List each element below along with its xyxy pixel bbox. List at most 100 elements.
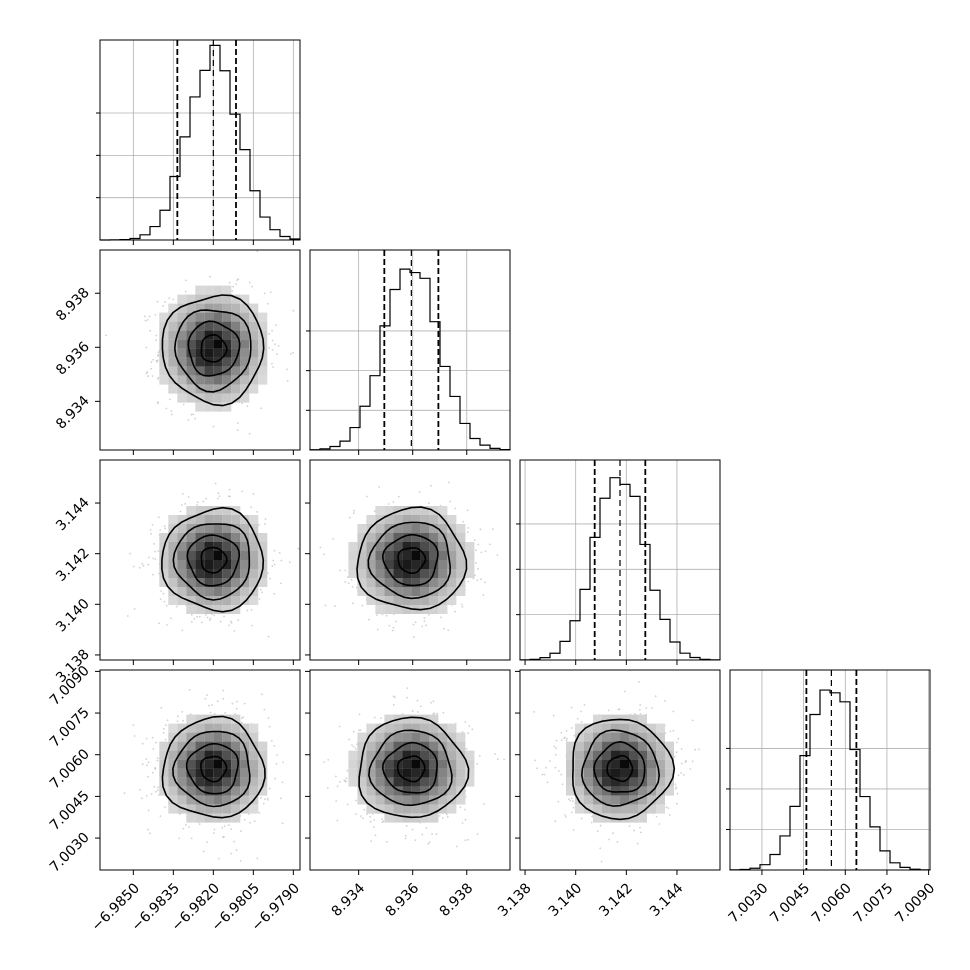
density-cell bbox=[177, 339, 187, 349]
sample-point bbox=[209, 617, 212, 620]
sample-point bbox=[202, 500, 205, 503]
sample-point bbox=[496, 758, 499, 761]
sample-point bbox=[192, 413, 195, 416]
sample-point bbox=[352, 745, 355, 748]
density-cell bbox=[438, 551, 448, 560]
density-cell bbox=[222, 506, 232, 515]
sample-point bbox=[345, 777, 348, 780]
density-cell bbox=[159, 750, 169, 760]
density-cell bbox=[195, 804, 205, 814]
density-cell bbox=[258, 741, 268, 751]
density-cell bbox=[177, 777, 187, 787]
density-cell bbox=[231, 578, 241, 587]
sample-point bbox=[180, 504, 183, 506]
sample-point bbox=[250, 609, 253, 611]
sample-point bbox=[465, 748, 468, 750]
density-cell bbox=[402, 515, 412, 524]
sample-point bbox=[230, 852, 233, 855]
sample-point bbox=[484, 581, 486, 584]
density-cell bbox=[204, 786, 214, 796]
density-cell bbox=[375, 524, 385, 533]
density-cell bbox=[231, 312, 241, 322]
density-cell bbox=[429, 596, 439, 605]
sample-point bbox=[144, 319, 147, 322]
density-cell bbox=[393, 587, 403, 596]
density-cell bbox=[213, 402, 223, 412]
density-cell bbox=[231, 741, 241, 751]
density-cell bbox=[249, 560, 259, 569]
sample-point bbox=[217, 857, 220, 860]
sample-point bbox=[336, 819, 339, 822]
density-cell bbox=[240, 357, 250, 367]
density-cell bbox=[411, 560, 421, 569]
density-cell bbox=[177, 303, 187, 313]
sample-point bbox=[472, 577, 475, 580]
sample-point bbox=[267, 635, 270, 638]
density-cell bbox=[222, 402, 232, 412]
density-cell bbox=[402, 596, 412, 605]
density-cell bbox=[213, 312, 223, 322]
sample-point bbox=[391, 629, 394, 632]
density-cell bbox=[447, 533, 457, 542]
density-cell bbox=[159, 366, 169, 376]
sample-point bbox=[152, 573, 154, 576]
sample-point bbox=[268, 725, 271, 728]
density-cell bbox=[186, 348, 196, 358]
sample-point bbox=[319, 546, 322, 549]
density-cell bbox=[231, 732, 241, 742]
density-cell bbox=[177, 596, 187, 605]
sample-point bbox=[489, 543, 491, 546]
density-cell bbox=[213, 578, 223, 587]
sample-point bbox=[438, 815, 441, 817]
sample-point bbox=[273, 592, 276, 595]
density-cell bbox=[384, 578, 394, 587]
density-cell bbox=[204, 768, 214, 778]
density-cell bbox=[177, 384, 187, 394]
sample-point bbox=[154, 550, 157, 553]
sample-point bbox=[208, 619, 211, 622]
density-cell bbox=[249, 366, 259, 376]
density-cell bbox=[222, 768, 232, 778]
sample-point bbox=[392, 501, 395, 503]
sample-point bbox=[336, 785, 339, 788]
density-cell bbox=[168, 578, 178, 587]
density-cell bbox=[231, 294, 241, 304]
sample-point bbox=[227, 824, 230, 827]
density-cell bbox=[420, 587, 430, 596]
density-cell bbox=[159, 560, 169, 569]
density-cell bbox=[204, 393, 214, 403]
sample-point bbox=[172, 298, 175, 301]
density-cell bbox=[177, 393, 187, 403]
density-cell bbox=[258, 533, 268, 542]
sample-point bbox=[153, 785, 156, 788]
density-cell bbox=[168, 750, 178, 760]
density-cell bbox=[213, 542, 223, 551]
sample-point bbox=[206, 694, 208, 696]
sample-point bbox=[256, 857, 259, 860]
density-cell bbox=[195, 339, 205, 349]
density-cell bbox=[213, 732, 223, 742]
sample-point bbox=[243, 702, 246, 705]
sample-point bbox=[141, 742, 144, 745]
sample-point bbox=[164, 724, 167, 726]
sample-point bbox=[479, 528, 482, 531]
density-cell bbox=[177, 795, 187, 805]
density-cell bbox=[231, 804, 241, 814]
sample-point bbox=[406, 696, 408, 699]
sample-point bbox=[182, 403, 185, 406]
density-cell bbox=[159, 339, 169, 349]
density-cell bbox=[249, 357, 259, 367]
sample-point bbox=[345, 780, 347, 782]
density-cell bbox=[204, 741, 214, 751]
sample-point bbox=[351, 744, 353, 746]
density-cell bbox=[375, 506, 385, 515]
sample-point bbox=[152, 748, 155, 750]
sample-point bbox=[427, 502, 430, 505]
density-cell bbox=[222, 339, 232, 349]
sample-point bbox=[503, 758, 505, 761]
sample-point bbox=[430, 701, 432, 704]
density-cell bbox=[240, 339, 250, 349]
density-cell bbox=[213, 294, 223, 304]
density-cell bbox=[393, 560, 403, 569]
density-cell bbox=[456, 560, 466, 569]
